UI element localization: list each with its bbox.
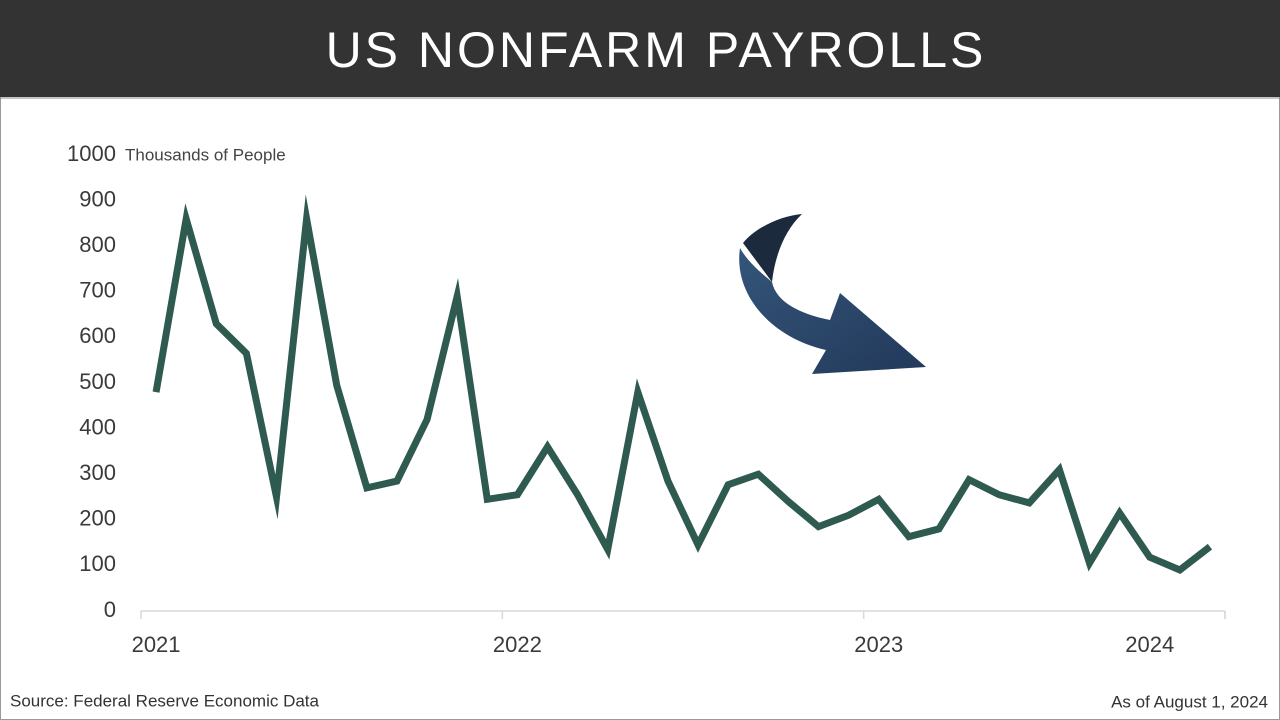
x-tick-label: 2022 xyxy=(493,632,542,657)
x-tick-label: 2021 xyxy=(132,632,181,657)
x-tick-label: 2023 xyxy=(854,632,903,657)
y-tick-label: 100 xyxy=(79,551,116,576)
y-tick-label: 800 xyxy=(79,232,116,257)
line-series xyxy=(152,194,1213,574)
y-tick-label: 700 xyxy=(79,278,116,303)
y-tick-label: 900 xyxy=(79,186,116,211)
source: Source: Federal Reserve Economic Data xyxy=(10,691,320,710)
y-tick-label: 400 xyxy=(79,414,116,439)
y-tick-label: 300 xyxy=(79,460,116,485)
y-tick-label: 500 xyxy=(79,369,116,394)
arrow-body xyxy=(739,248,926,374)
header-bar xyxy=(0,0,1280,97)
y-tick-label: 200 xyxy=(79,506,116,531)
arrow-fold xyxy=(743,214,802,282)
x-tick-label: 2024 xyxy=(1125,632,1174,657)
y-tick-label: 0 xyxy=(104,597,116,622)
y-axis-label: Thousands of People xyxy=(125,145,286,164)
y-tick-label: 600 xyxy=(79,323,116,348)
note: As of August 1, 2024 xyxy=(1111,692,1268,711)
y-tick-label: 1000 xyxy=(67,141,116,166)
chart-title: US NONFARM PAYROLLS xyxy=(326,22,987,78)
trend-arrow xyxy=(739,214,926,374)
